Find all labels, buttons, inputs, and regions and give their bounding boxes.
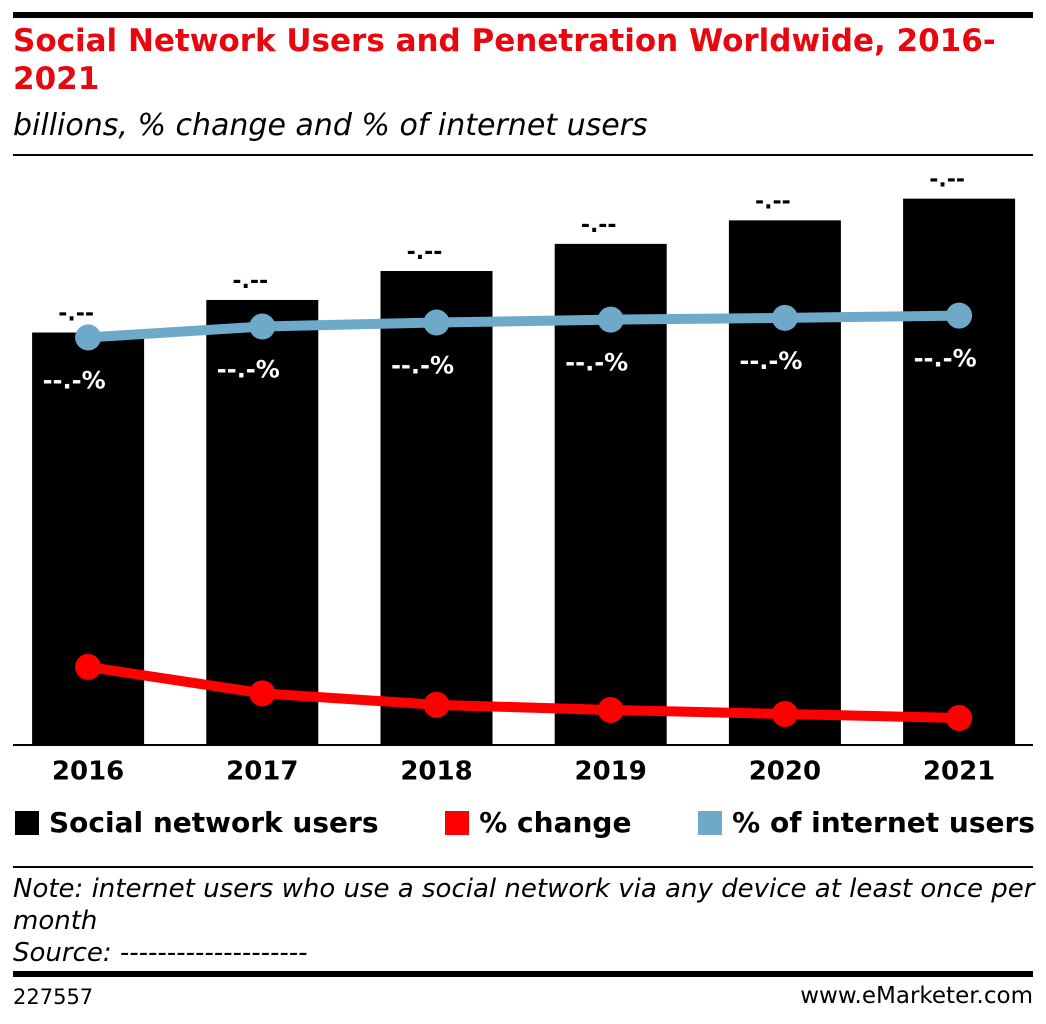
data-label: -.-% bbox=[396, 656, 449, 684]
marker bbox=[423, 309, 450, 336]
legend-label: % change bbox=[479, 806, 632, 839]
legend-item: % change bbox=[445, 806, 631, 839]
marker bbox=[597, 306, 624, 333]
legend-label: Social network users bbox=[49, 806, 379, 839]
note: Note: internet users who use a social ne… bbox=[13, 874, 1035, 936]
data-label: -.-- bbox=[232, 269, 268, 294]
data-label: -.-% bbox=[570, 661, 623, 689]
data-label: --.-% bbox=[43, 366, 106, 394]
x-tick-label: 2021 bbox=[923, 757, 995, 787]
marker bbox=[946, 302, 973, 329]
chart-title: Social Network Users and Penetration Wor… bbox=[13, 23, 996, 97]
data-label: -.-- bbox=[581, 213, 617, 238]
marker bbox=[75, 653, 102, 680]
x-tick-label: 2017 bbox=[226, 757, 298, 787]
notes: Note: internet users who use a social ne… bbox=[13, 873, 1038, 969]
marker bbox=[597, 696, 624, 723]
legend-item: % of internet users bbox=[698, 806, 1035, 839]
data-label: --.-% bbox=[565, 349, 628, 377]
data-label: -.-- bbox=[929, 168, 965, 193]
rule bbox=[13, 154, 1033, 156]
chart-id: 227557 bbox=[13, 985, 94, 1009]
legend-swatch bbox=[698, 810, 723, 835]
bar bbox=[380, 271, 493, 745]
marker bbox=[771, 701, 798, 728]
marker bbox=[75, 324, 102, 351]
data-label: -.-- bbox=[755, 189, 791, 214]
data-label: -.-% bbox=[919, 669, 972, 697]
marker bbox=[249, 313, 276, 340]
source: Source: -------------------- bbox=[13, 938, 308, 968]
bar bbox=[206, 299, 319, 745]
x-tick-label: 2020 bbox=[749, 757, 821, 787]
x-tick-label: 2019 bbox=[575, 757, 647, 787]
bottom-rule bbox=[13, 971, 1033, 977]
rule bbox=[13, 866, 1033, 868]
legend-swatch bbox=[445, 810, 470, 835]
legend: Social network users % change % of interne… bbox=[15, 806, 1035, 839]
marker bbox=[423, 691, 450, 718]
chart-subtitle: billions, % change and % of internet use… bbox=[13, 108, 648, 143]
legend-label: % of internet users bbox=[732, 806, 1035, 839]
line bbox=[87, 661, 960, 724]
x-tick-label: 2018 bbox=[400, 757, 472, 787]
marker bbox=[249, 680, 276, 707]
x-tick-label: 2016 bbox=[52, 757, 124, 787]
marker bbox=[946, 705, 973, 732]
site: www.eMarketer.com bbox=[800, 983, 1033, 1009]
legend-swatch bbox=[15, 810, 39, 835]
data-label: --.-% bbox=[739, 347, 802, 375]
data-label: --.-% bbox=[43, 618, 106, 646]
data-label: --.-% bbox=[217, 356, 280, 384]
data-label: --.-% bbox=[391, 352, 454, 380]
data-label: --.-% bbox=[914, 345, 977, 373]
plot: -.-- -.-- -.-- -.-- -.-- -.-- 2016 2017 2018 2019… bbox=[13, 168, 1033, 787]
data-label: -.-- bbox=[407, 240, 443, 265]
data-label: -.-% bbox=[744, 665, 797, 693]
line bbox=[87, 310, 960, 343]
legend-item: Social network users bbox=[15, 806, 379, 839]
marker bbox=[771, 304, 798, 331]
data-label: -.-% bbox=[222, 644, 275, 672]
data-label: -.-- bbox=[58, 302, 94, 327]
bar bbox=[903, 198, 1016, 745]
top-rule bbox=[13, 12, 1033, 18]
